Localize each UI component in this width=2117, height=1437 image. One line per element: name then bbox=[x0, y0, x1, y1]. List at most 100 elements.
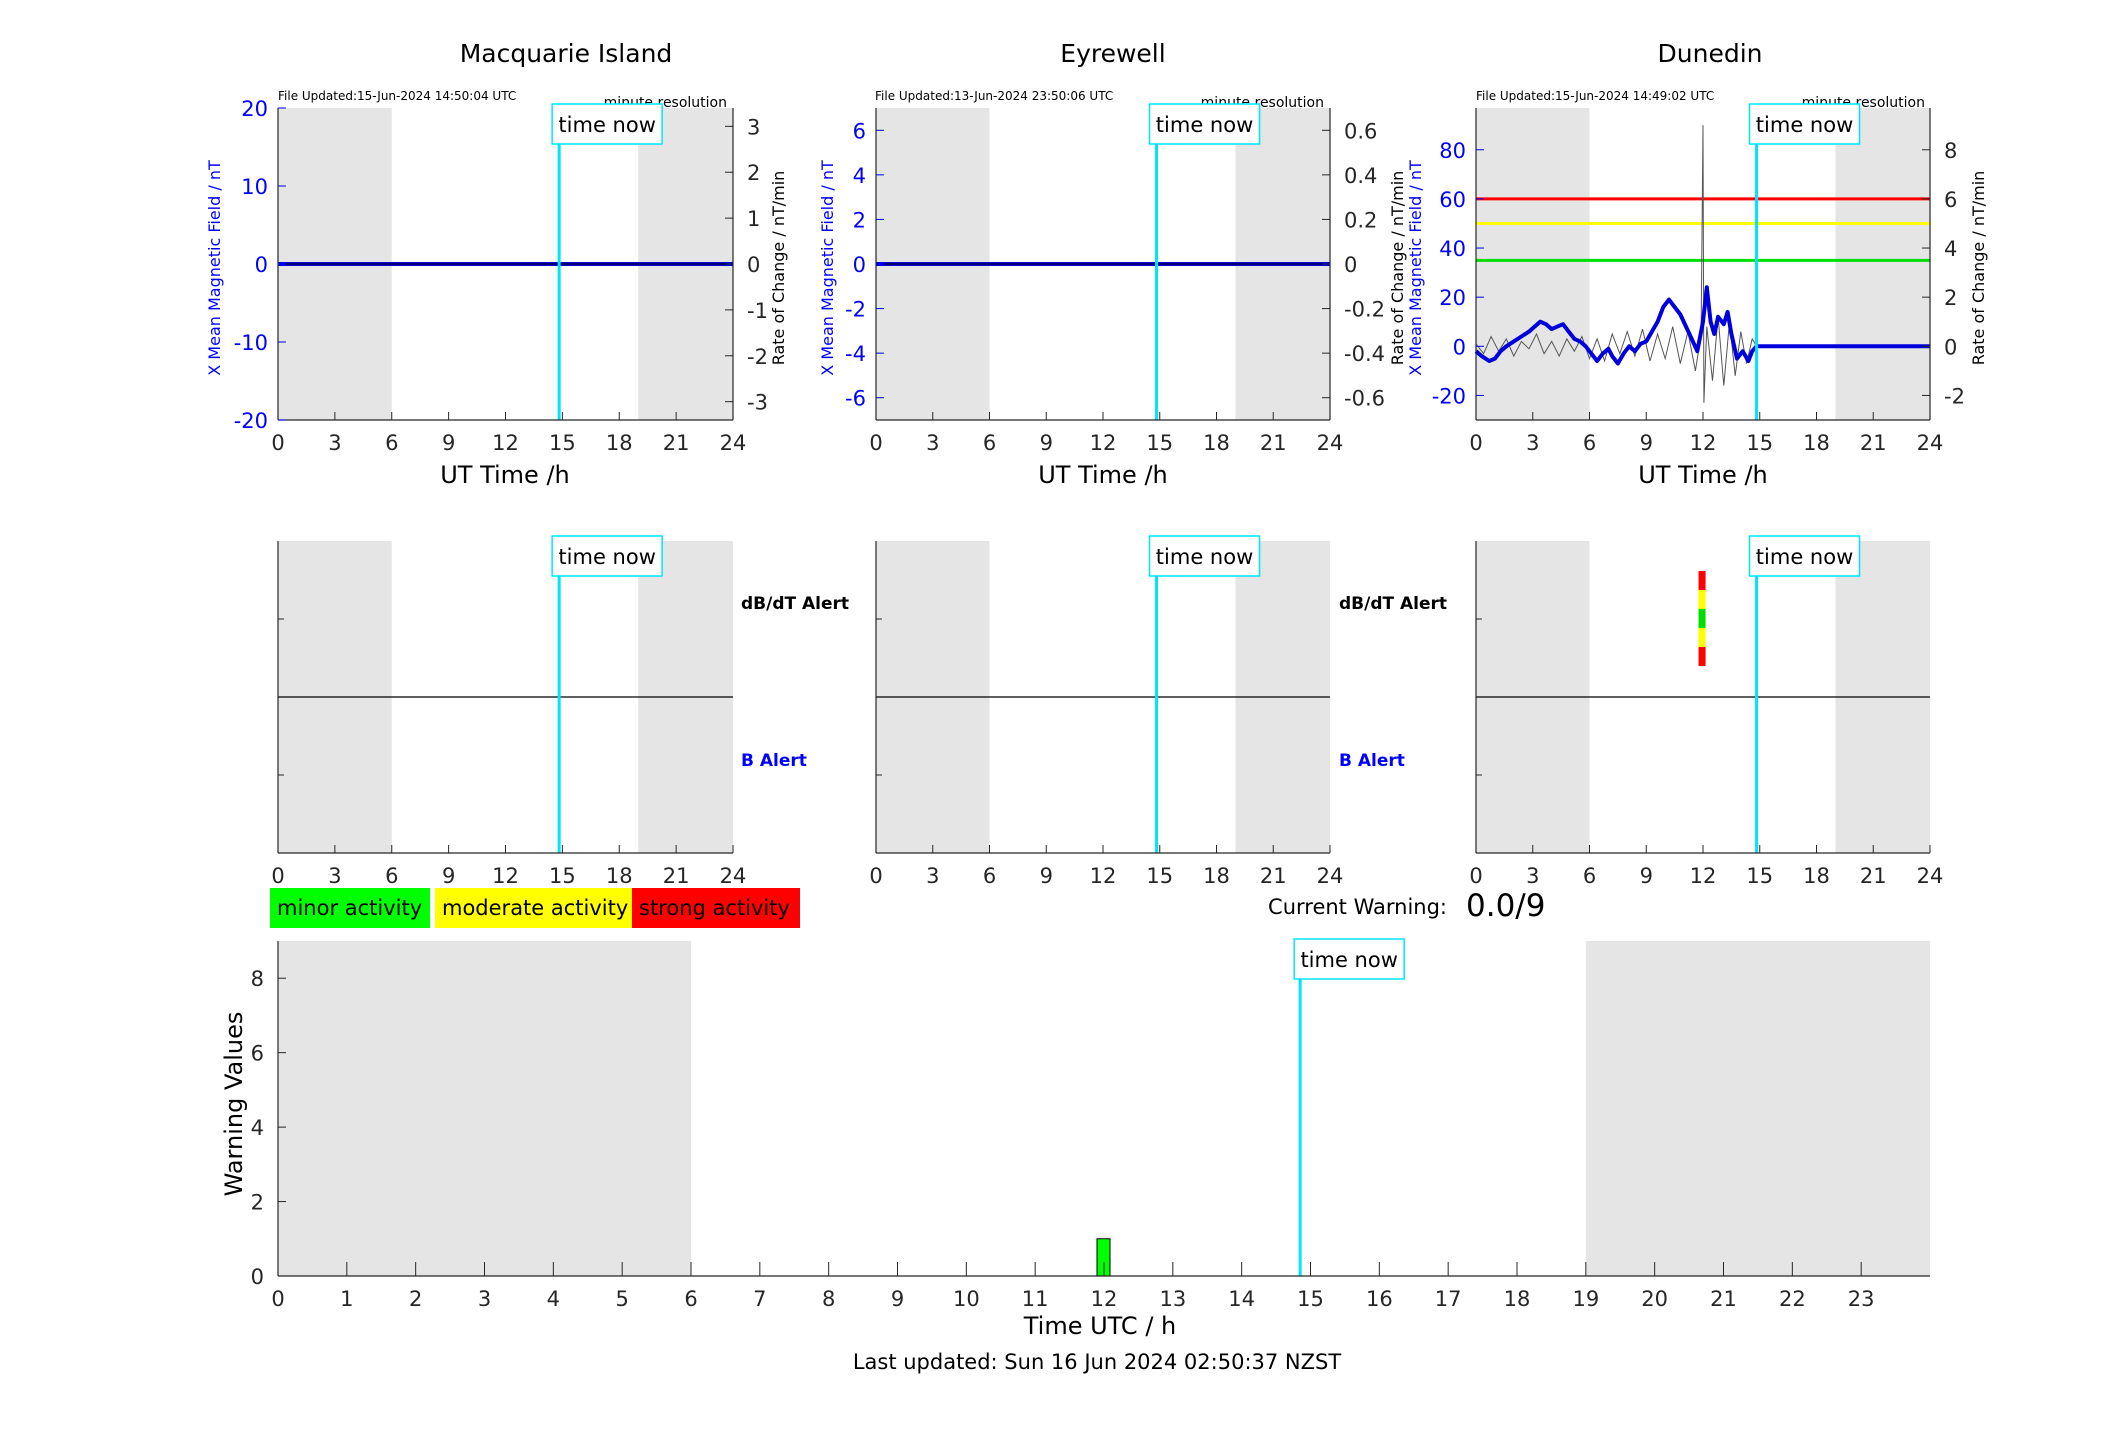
title-dunedin: Dunedin bbox=[1658, 39, 1763, 68]
alert-segment-0-0 bbox=[1698, 571, 1706, 590]
x-tick-label-3: 3 bbox=[328, 431, 341, 455]
y-left-tick-label-60: 60 bbox=[1439, 188, 1466, 212]
legend-strong-swatch bbox=[632, 888, 800, 928]
y-left-tick-label-20: 20 bbox=[241, 97, 268, 121]
y-right-tick-label--2: -2 bbox=[747, 345, 768, 369]
y-left-tick-label--6: -6 bbox=[845, 387, 866, 411]
ylabel-left-extra-dunedin: Rate of Change / nT/min bbox=[1388, 171, 1407, 366]
x-tick-label-6: 6 bbox=[983, 864, 996, 888]
x-tick-label-24: 24 bbox=[1317, 864, 1344, 888]
time-now-label: time now bbox=[1756, 545, 1853, 569]
y-left-tick-label-0: 0 bbox=[1453, 335, 1466, 359]
time-now-label: time now bbox=[558, 545, 655, 569]
x-tick-label-6: 6 bbox=[684, 1287, 697, 1311]
activity-legend: minor activity moderate activity strong … bbox=[270, 888, 800, 928]
x-tick-label-24: 24 bbox=[1917, 431, 1944, 455]
y-right-tick-label-0.2: 0.2 bbox=[1344, 208, 1377, 232]
x-tick-label-9: 9 bbox=[1640, 864, 1653, 888]
macquarie-alert-chart: time now 0 3 6 9 12 15 18 21 24 bbox=[271, 535, 747, 888]
x-tick-label-18: 18 bbox=[1203, 431, 1230, 455]
y-left-tick-label-4: 4 bbox=[853, 164, 866, 188]
x-tick-label-12: 12 bbox=[1690, 864, 1717, 888]
b-alert-label-eyrewell: B Alert bbox=[1339, 751, 1405, 771]
x-tick-label-18: 18 bbox=[606, 864, 633, 888]
time-now-box bbox=[1148, 103, 1261, 145]
file-updated-dunedin: File Updated:15-Jun-2024 14:49:02 UTC bbox=[1476, 89, 1714, 103]
y-left-tick-label-40: 40 bbox=[1439, 237, 1466, 261]
y-tick-label-2: 2 bbox=[251, 1191, 264, 1215]
x-tick-label-24: 24 bbox=[1917, 864, 1944, 888]
y-left-tick-label--20: -20 bbox=[234, 409, 268, 433]
y-left-tick-label--20: -20 bbox=[1432, 384, 1466, 408]
x-tick-label-0: 0 bbox=[271, 431, 284, 455]
x-tick-label-21: 21 bbox=[1260, 864, 1287, 888]
y-left-tick-label--2: -2 bbox=[845, 298, 866, 322]
x-tick-label-6: 6 bbox=[983, 431, 996, 455]
night-shading-0 bbox=[1476, 108, 1590, 420]
dbdt-alert-label-eyrewell: dB/dT Alert bbox=[1339, 594, 1447, 614]
x-tick-label-12: 12 bbox=[492, 431, 519, 455]
y-right-tick-label-8: 8 bbox=[1944, 139, 1957, 163]
x-tick-label-9: 9 bbox=[1040, 431, 1053, 455]
title-eyrewell: Eyrewell bbox=[1060, 39, 1165, 68]
x-tick-label-8: 8 bbox=[822, 1287, 835, 1311]
x-tick-label-12: 12 bbox=[1690, 431, 1717, 455]
xlabel-macquarie: UT Time /h bbox=[440, 461, 570, 489]
dunedin-alert-chart: time now 0 3 6 9 12 15 18 21 24 bbox=[1469, 535, 1944, 888]
x-tick-label-0: 0 bbox=[869, 864, 882, 888]
x-tick-label-3: 3 bbox=[926, 864, 939, 888]
x-tick-label-15: 15 bbox=[1146, 864, 1173, 888]
y-right-tick-label-2: 2 bbox=[747, 161, 760, 185]
legend-moderate-label: moderate activity bbox=[442, 896, 628, 920]
x-tick-label-3: 3 bbox=[1526, 864, 1539, 888]
y-right-tick-label-4: 4 bbox=[1944, 237, 1957, 261]
legend-moderate-swatch bbox=[435, 888, 632, 928]
y-left-tick-label-2: 2 bbox=[853, 208, 866, 232]
x-tick-label-4: 4 bbox=[547, 1287, 560, 1311]
x-tick-label-9: 9 bbox=[442, 864, 455, 888]
y-left-tick-label-80: 80 bbox=[1439, 139, 1466, 163]
alert-segment-0-1 bbox=[1698, 590, 1706, 609]
y-left-tick-label-0: 0 bbox=[255, 253, 268, 277]
x-tick-label-15: 15 bbox=[1297, 1287, 1324, 1311]
y-left-tick-label-20: 20 bbox=[1439, 286, 1466, 310]
ylabel-left-eyrewell: X Mean Magnetic Field / nT bbox=[818, 160, 837, 376]
y-tick-label-6: 6 bbox=[251, 1042, 264, 1066]
x-tick-label-7: 7 bbox=[753, 1287, 766, 1311]
x-tick-label-11: 11 bbox=[1022, 1287, 1049, 1311]
legend-minor-swatch bbox=[270, 888, 430, 928]
x-tick-label-18: 18 bbox=[1504, 1287, 1531, 1311]
x-tick-label-2: 2 bbox=[409, 1287, 422, 1311]
y-right-tick-label-0: 0 bbox=[1944, 335, 1957, 359]
eyrewell-alert-chart: time now 0 3 6 9 12 15 18 21 24 bbox=[869, 535, 1344, 888]
b-alert-label-macquarie: B Alert bbox=[741, 751, 807, 771]
x-tick-label-24: 24 bbox=[720, 431, 747, 455]
xlabel-eyrewell: UT Time /h bbox=[1038, 461, 1168, 489]
x-tick-label-18: 18 bbox=[606, 431, 633, 455]
time-now-box bbox=[551, 103, 663, 145]
y-right-tick-label-1: 1 bbox=[747, 207, 760, 231]
x-tick-label-14: 14 bbox=[1228, 1287, 1255, 1311]
x-tick-label-9: 9 bbox=[891, 1287, 904, 1311]
x-tick-label-6: 6 bbox=[385, 431, 398, 455]
x-tick-label-24: 24 bbox=[720, 864, 747, 888]
y-left-tick-label--4: -4 bbox=[845, 342, 866, 366]
x-tick-label-10: 10 bbox=[953, 1287, 980, 1311]
time-now-label: time now bbox=[1756, 113, 1853, 137]
y-right-tick-label-0.6: 0.6 bbox=[1344, 119, 1377, 143]
y-right-tick-label--0.2: -0.2 bbox=[1344, 298, 1385, 322]
y-right-tick-label-3: 3 bbox=[747, 115, 760, 139]
x-tick-label-15: 15 bbox=[1746, 431, 1773, 455]
time-now-label: time now bbox=[1156, 113, 1253, 137]
x-tick-label-0: 0 bbox=[869, 431, 882, 455]
ylabel-right-dunedin: Rate of Change / nT/min bbox=[1969, 171, 1988, 366]
x-tick-label-21: 21 bbox=[1260, 431, 1287, 455]
x-tick-label-22: 22 bbox=[1779, 1287, 1806, 1311]
time-now-box bbox=[1293, 938, 1405, 980]
x-tick-label-19: 19 bbox=[1572, 1287, 1599, 1311]
x-tick-label-16: 16 bbox=[1366, 1287, 1393, 1311]
y-right-tick-label--2: -2 bbox=[1944, 384, 1965, 408]
x-tick-label-21: 21 bbox=[663, 431, 690, 455]
